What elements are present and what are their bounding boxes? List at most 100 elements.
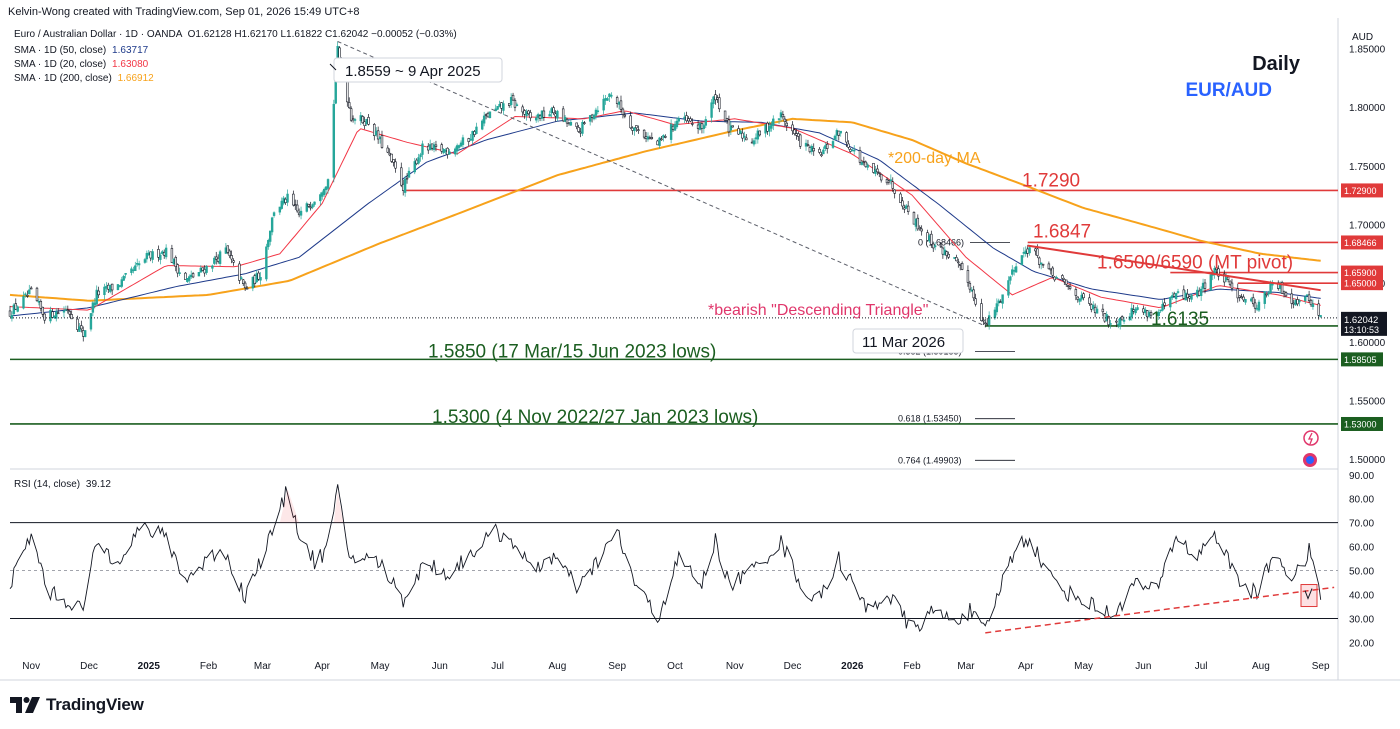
candle-body bbox=[400, 167, 403, 186]
candle-body bbox=[658, 137, 661, 146]
candle-body bbox=[230, 255, 233, 260]
candle bbox=[157, 245, 160, 262]
level-1-7290-tag[interactable]: 1.72900 bbox=[1341, 183, 1383, 198]
level-1-6847-tag[interactable]: 1.68466 bbox=[1341, 235, 1383, 250]
level-1-5300-tag[interactable]: 1.53000 bbox=[1341, 416, 1383, 431]
candle-body bbox=[124, 273, 127, 275]
tradingview-brand[interactable]: TradingView bbox=[10, 695, 144, 715]
candle bbox=[1184, 290, 1187, 301]
candle bbox=[1055, 275, 1058, 279]
candle bbox=[689, 116, 692, 123]
candle bbox=[446, 147, 449, 159]
candle-body bbox=[804, 142, 808, 147]
candle-body bbox=[1074, 289, 1078, 296]
candle bbox=[1024, 246, 1027, 257]
candle-body bbox=[405, 177, 409, 180]
candle-body bbox=[878, 172, 881, 174]
candle-body bbox=[240, 277, 243, 280]
candle bbox=[831, 139, 835, 149]
candle bbox=[1134, 307, 1137, 316]
candle bbox=[161, 249, 164, 256]
candle bbox=[712, 95, 715, 109]
candle bbox=[565, 117, 569, 128]
candle-body bbox=[1012, 270, 1016, 272]
level-1-6590-tag[interactable]: 1.65900 bbox=[1341, 265, 1383, 280]
candle bbox=[590, 113, 594, 123]
time-tick-label: Aug bbox=[548, 661, 566, 672]
candle-body bbox=[623, 114, 627, 117]
candle bbox=[879, 173, 883, 183]
candle-body bbox=[444, 149, 447, 152]
candle-body bbox=[866, 164, 869, 168]
candle-body bbox=[348, 102, 351, 109]
symbol-legend[interactable]: Euro / Australian Dollar · 1D · OANDA O1… bbox=[14, 29, 457, 40]
price-tag-bg bbox=[1341, 416, 1383, 431]
sma50-legend[interactable]: SMA · 1D (50, close) 1.63717 bbox=[14, 45, 148, 56]
candle-body bbox=[1307, 294, 1311, 302]
sma20-legend[interactable]: SMA · 1D (20, close) 1.63080 bbox=[14, 59, 148, 70]
candle-body bbox=[1088, 297, 1091, 304]
candle-body bbox=[905, 205, 908, 209]
candle bbox=[1228, 280, 1232, 287]
candle-body bbox=[157, 249, 160, 258]
candle bbox=[116, 284, 120, 291]
candle-body bbox=[685, 115, 688, 122]
candle bbox=[750, 138, 754, 144]
candle bbox=[230, 250, 233, 264]
low-callout[interactable]: 11 Mar 2026 bbox=[852, 328, 964, 354]
candle-body bbox=[319, 194, 322, 202]
candle-body bbox=[602, 98, 605, 111]
candle bbox=[259, 272, 262, 285]
rsi-value: 39.12 bbox=[85, 479, 111, 490]
sma50-line bbox=[9, 112, 1321, 317]
time-tick-label: Jun bbox=[432, 661, 448, 672]
rsi-legend[interactable]: RSI (14, close) 39.12 bbox=[14, 479, 111, 490]
candle bbox=[1109, 319, 1112, 329]
sma200-legend[interactable]: SMA · 1D (200, close) 1.66912 bbox=[14, 73, 154, 84]
candle bbox=[105, 282, 108, 292]
candle bbox=[95, 285, 98, 307]
rsi-breakdown-mark bbox=[1304, 588, 1313, 600]
candle-body bbox=[172, 258, 176, 265]
time-tick-label: Feb bbox=[200, 661, 218, 672]
candle-body bbox=[914, 218, 918, 227]
candle bbox=[1011, 265, 1014, 277]
level-1-5850-tag[interactable]: 1.58505 bbox=[1341, 352, 1383, 367]
currency-label: AUD bbox=[1352, 32, 1373, 43]
candle bbox=[319, 192, 322, 206]
candle bbox=[270, 216, 274, 236]
level-1-6500-tag[interactable]: 1.65000 bbox=[1341, 276, 1383, 291]
candle-body bbox=[1265, 293, 1268, 296]
candle bbox=[353, 117, 357, 125]
peak-callout[interactable]: 1.8559 ~ 9 Apr 2025 bbox=[329, 57, 503, 83]
candle bbox=[348, 97, 351, 109]
candle bbox=[1144, 306, 1147, 316]
candle-body bbox=[885, 179, 889, 184]
candle-body bbox=[284, 198, 287, 203]
candle-body bbox=[700, 123, 704, 129]
candle bbox=[1267, 290, 1270, 297]
candle-body bbox=[739, 130, 742, 135]
candle-body bbox=[581, 121, 584, 134]
candle-body bbox=[376, 130, 380, 140]
candle-body bbox=[743, 135, 746, 138]
sma50-value: 1.63717 bbox=[112, 45, 149, 56]
candle bbox=[1093, 303, 1097, 318]
candle bbox=[253, 273, 256, 288]
candle-body bbox=[932, 243, 935, 249]
candle-body bbox=[770, 124, 773, 129]
alert-bolt-icon[interactable] bbox=[1303, 430, 1319, 446]
candle-body bbox=[797, 133, 800, 137]
candle bbox=[143, 257, 147, 264]
candle-body bbox=[691, 123, 694, 125]
candle-body bbox=[1236, 288, 1239, 299]
candle bbox=[201, 267, 204, 272]
candle-body bbox=[756, 130, 760, 140]
candle-body bbox=[704, 119, 708, 126]
candle bbox=[351, 115, 355, 123]
candle-body bbox=[529, 112, 532, 119]
candle-body bbox=[1280, 282, 1284, 294]
price-tag-text: 1.72900 bbox=[1344, 186, 1377, 196]
